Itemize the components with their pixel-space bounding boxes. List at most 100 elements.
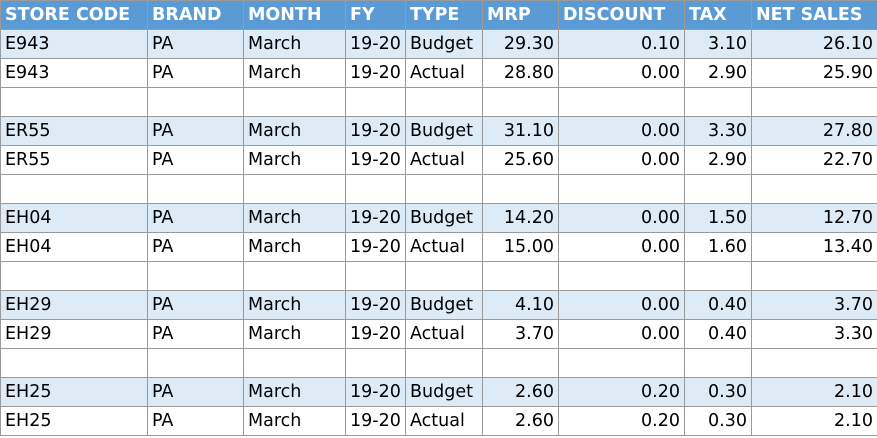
cell-type[interactable]: Actual (405, 58, 483, 88)
cell-fy[interactable]: 19-20 (345, 406, 406, 436)
empty-cell[interactable] (0, 174, 148, 204)
cell-type[interactable]: Budget (405, 116, 483, 146)
cell-net-sales[interactable]: 22.70 (751, 145, 877, 175)
cell-brand[interactable]: PA (147, 58, 244, 88)
cell-fy[interactable]: 19-20 (345, 377, 406, 407)
cell-tax[interactable]: 3.30 (684, 116, 752, 146)
cell-fy[interactable]: 19-20 (345, 290, 406, 320)
cell-mrp[interactable]: 25.60 (482, 145, 559, 175)
empty-cell[interactable] (482, 87, 559, 117)
cell-net-sales[interactable]: 26.10 (751, 29, 877, 59)
cell-net-sales[interactable]: 2.10 (751, 377, 877, 407)
empty-cell[interactable] (0, 348, 148, 378)
empty-cell[interactable] (684, 261, 752, 291)
cell-mrp[interactable]: 2.60 (482, 406, 559, 436)
cell-net-sales[interactable]: 3.70 (751, 290, 877, 320)
cell-discount[interactable]: 0.00 (558, 232, 685, 262)
cell-discount[interactable]: 0.00 (558, 145, 685, 175)
cell-brand[interactable]: PA (147, 290, 244, 320)
cell-mrp[interactable]: 15.00 (482, 232, 559, 262)
empty-cell[interactable] (243, 348, 346, 378)
cell-type[interactable]: Budget (405, 290, 483, 320)
cell-brand[interactable]: PA (147, 406, 244, 436)
cell-tax[interactable]: 0.40 (684, 319, 752, 349)
cell-fy[interactable]: 19-20 (345, 145, 406, 175)
empty-cell[interactable] (405, 87, 483, 117)
cell-tax[interactable]: 2.90 (684, 145, 752, 175)
empty-cell[interactable] (558, 261, 685, 291)
cell-discount[interactable]: 0.00 (558, 116, 685, 146)
cell-tax[interactable]: 0.30 (684, 377, 752, 407)
cell-fy[interactable]: 19-20 (345, 116, 406, 146)
cell-type[interactable]: Budget (405, 377, 483, 407)
empty-cell[interactable] (558, 348, 685, 378)
cell-net-sales[interactable]: 25.90 (751, 58, 877, 88)
cell-tax[interactable]: 1.50 (684, 203, 752, 233)
header-mrp[interactable]: MRP (482, 0, 559, 30)
cell-net-sales[interactable]: 12.70 (751, 203, 877, 233)
header-store-code[interactable]: STORE CODE (0, 0, 148, 30)
cell-mrp[interactable]: 29.30 (482, 29, 559, 59)
cell-fy[interactable]: 19-20 (345, 29, 406, 59)
cell-fy[interactable]: 19-20 (345, 58, 406, 88)
cell-month[interactable]: March (243, 377, 346, 407)
empty-cell[interactable] (751, 348, 877, 378)
header-tax[interactable]: TAX (684, 0, 752, 30)
cell-month[interactable]: March (243, 203, 346, 233)
cell-fy[interactable]: 19-20 (345, 203, 406, 233)
cell-type[interactable]: Actual (405, 406, 483, 436)
cell-type[interactable]: Budget (405, 203, 483, 233)
cell-mrp[interactable]: 3.70 (482, 319, 559, 349)
cell-month[interactable]: March (243, 232, 346, 262)
empty-cell[interactable] (0, 87, 148, 117)
empty-cell[interactable] (405, 261, 483, 291)
empty-cell[interactable] (751, 87, 877, 117)
header-discount[interactable]: DISCOUNT (558, 0, 685, 30)
cell-discount[interactable]: 0.00 (558, 319, 685, 349)
empty-cell[interactable] (243, 174, 346, 204)
cell-store-code[interactable]: ER55 (0, 145, 148, 175)
cell-net-sales[interactable]: 27.80 (751, 116, 877, 146)
cell-mrp[interactable]: 31.10 (482, 116, 559, 146)
cell-mrp[interactable]: 2.60 (482, 377, 559, 407)
cell-brand[interactable]: PA (147, 29, 244, 59)
empty-cell[interactable] (345, 87, 406, 117)
empty-cell[interactable] (558, 87, 685, 117)
empty-cell[interactable] (243, 261, 346, 291)
cell-tax[interactable]: 2.90 (684, 58, 752, 88)
empty-cell[interactable] (684, 174, 752, 204)
header-fy[interactable]: FY (345, 0, 406, 30)
cell-store-code[interactable]: ER55 (0, 116, 148, 146)
cell-type[interactable]: Actual (405, 145, 483, 175)
cell-month[interactable]: March (243, 406, 346, 436)
cell-discount[interactable]: 0.00 (558, 58, 685, 88)
cell-net-sales[interactable]: 13.40 (751, 232, 877, 262)
empty-cell[interactable] (751, 261, 877, 291)
empty-cell[interactable] (147, 348, 244, 378)
cell-store-code[interactable]: EH29 (0, 319, 148, 349)
cell-store-code[interactable]: EH29 (0, 290, 148, 320)
empty-cell[interactable] (482, 174, 559, 204)
cell-month[interactable]: March (243, 145, 346, 175)
header-type[interactable]: TYPE (405, 0, 483, 30)
cell-type[interactable]: Actual (405, 319, 483, 349)
cell-store-code[interactable]: EH25 (0, 377, 148, 407)
cell-mrp[interactable]: 28.80 (482, 58, 559, 88)
cell-mrp[interactable]: 4.10 (482, 290, 559, 320)
cell-tax[interactable]: 0.40 (684, 290, 752, 320)
cell-fy[interactable]: 19-20 (345, 319, 406, 349)
header-month[interactable]: MONTH (243, 0, 346, 30)
cell-type[interactable]: Budget (405, 29, 483, 59)
cell-tax[interactable]: 3.10 (684, 29, 752, 59)
cell-brand[interactable]: PA (147, 116, 244, 146)
cell-brand[interactable]: PA (147, 232, 244, 262)
cell-discount[interactable]: 0.20 (558, 406, 685, 436)
cell-discount[interactable]: 0.10 (558, 29, 685, 59)
empty-cell[interactable] (751, 174, 877, 204)
cell-discount[interactable]: 0.00 (558, 203, 685, 233)
header-net-sales[interactable]: NET SALES (751, 0, 877, 30)
cell-net-sales[interactable]: 3.30 (751, 319, 877, 349)
empty-cell[interactable] (147, 87, 244, 117)
empty-cell[interactable] (147, 261, 244, 291)
empty-cell[interactable] (345, 348, 406, 378)
